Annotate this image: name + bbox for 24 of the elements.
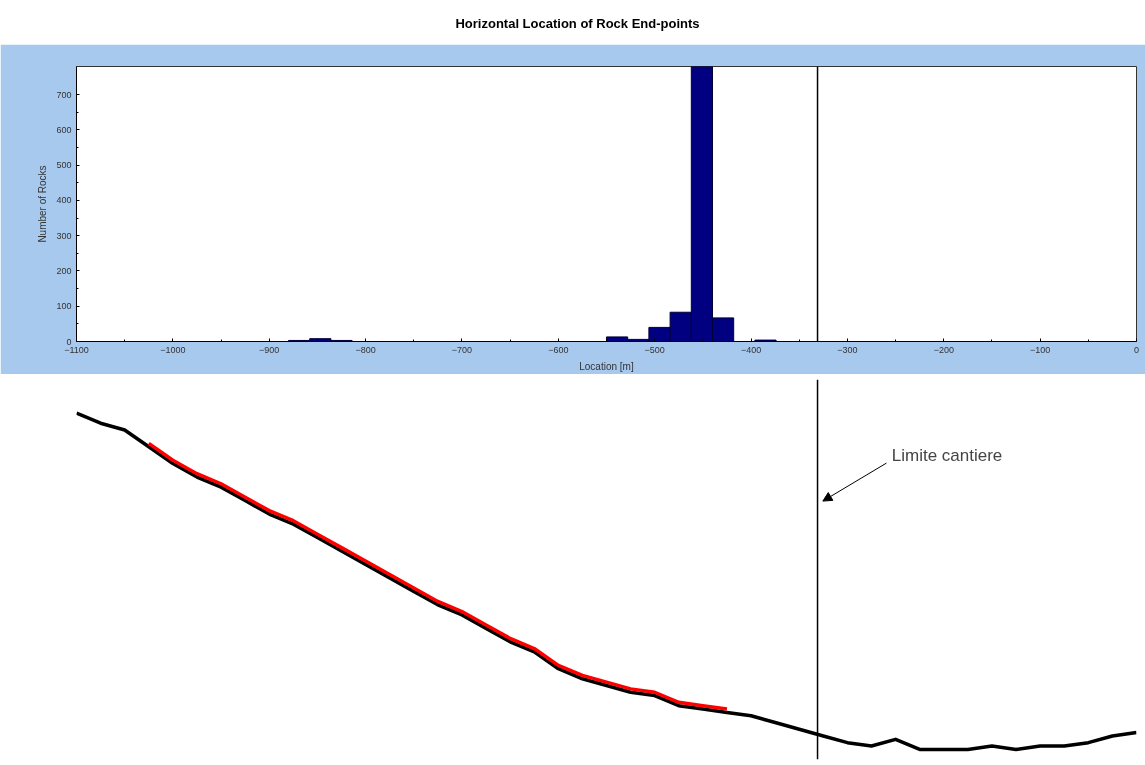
y-tick-label: 100 — [56, 301, 72, 312]
x-tick-label: −900 — [259, 344, 280, 355]
x-tick-label: −1000 — [160, 344, 186, 355]
x-tick-label: −300 — [837, 344, 858, 355]
x-tick-label: −800 — [355, 344, 376, 355]
x-tick-label: −600 — [548, 344, 569, 355]
x-tick-label: 0 — [1134, 344, 1140, 355]
x-tick-label: −500 — [644, 344, 665, 355]
x-tick-label: −100 — [1030, 344, 1051, 355]
x-tick-label: −200 — [933, 344, 954, 355]
y-tick-label: 500 — [56, 160, 72, 171]
y-tick-label: 400 — [56, 195, 72, 206]
x-tick-label: −400 — [740, 344, 762, 355]
x-tick-label: −700 — [451, 344, 473, 355]
x-axis-title: Location [m] — [579, 360, 634, 372]
y-tick-label: 700 — [56, 89, 72, 100]
y-tick-label: 0 — [66, 336, 72, 347]
y-tick-label: 600 — [56, 124, 72, 135]
y-axis-title: Number of Rocks — [37, 165, 49, 243]
annotation: Limite cantiere — [891, 446, 1003, 465]
chart-title: Horizontal Location of Rock End-points — [455, 15, 700, 33]
x-tick-label: −1100 — [64, 344, 89, 355]
y-tick-label: 200 — [56, 265, 72, 276]
y-tick-label: 300 — [56, 230, 72, 241]
